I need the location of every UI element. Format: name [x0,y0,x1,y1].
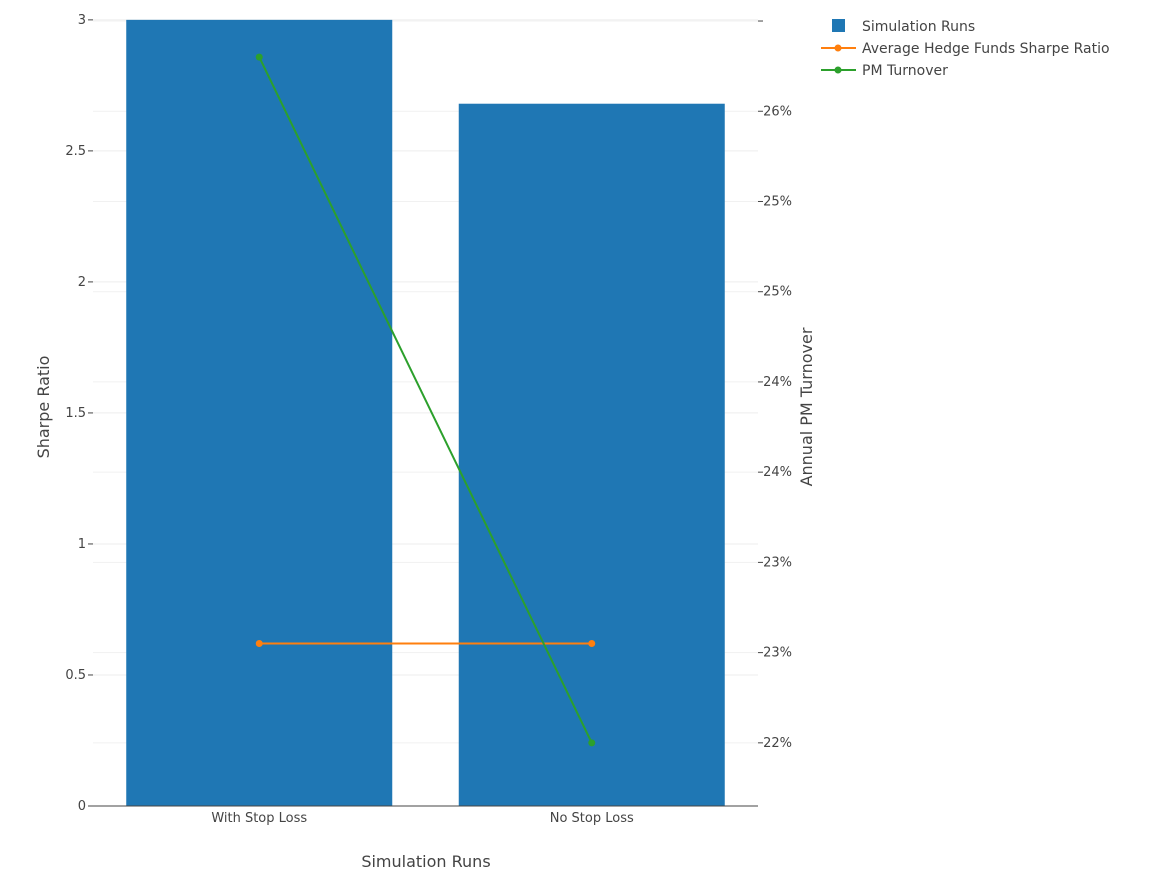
point-pm-turnover [255,53,263,61]
x-axis-title: Simulation Runs [361,852,490,871]
point-average-hedge-funds-sharpe-ratio [255,640,263,648]
legend[interactable]: Simulation Runs Average Hedge Funds Shar… [821,19,1110,79]
legend-item-simulation-runs[interactable]: Simulation Runs [832,19,975,35]
y-tick-label: 1 [78,537,86,552]
legend-item-pm-turnover[interactable]: PM Turnover [821,63,948,79]
y2-axis-title: Annual PM Turnover [797,327,816,486]
x-tick-labels: With Stop Loss No Stop Loss [211,811,634,826]
line-series [255,53,596,747]
point-average-hedge-funds-sharpe-ratio [588,640,596,648]
y2-tick-label: 25% [763,194,792,209]
y2-tick-label: 25% [763,285,792,300]
y2-tick-label: 24% [763,375,792,390]
y2-tick-label: 22% [763,736,792,751]
bar-no-stop-loss [458,103,725,806]
y-tick-label: 0.5 [65,668,86,683]
legend-item-average-hedge-funds-sharpe-ratio[interactable]: Average Hedge Funds Sharpe Ratio [821,41,1110,57]
y-tick-label: 2 [78,275,86,290]
left-tick-labels: 0 0.5 1 1.5 2 2.5 3 [65,13,93,814]
legend-swatch-marker [834,44,842,52]
bar-with-stop-loss [126,19,393,806]
y2-tick-label: 26% [763,104,792,119]
y-axis-title: Sharpe Ratio [34,356,53,459]
legend-label: PM Turnover [862,63,948,79]
y-tick-label: 1.5 [65,406,86,421]
y-tick-label: 0 [78,799,86,814]
legend-swatch-bar [832,19,845,32]
line-pm-turnover [258,56,593,744]
legend-swatch-marker [834,66,842,74]
legend-label: Average Hedge Funds Sharpe Ratio [862,41,1110,57]
legend-label: Simulation Runs [862,19,975,35]
x-tick-label: No Stop Loss [550,811,634,826]
y2-tick-label: 23% [763,555,792,570]
point-pm-turnover [588,739,596,747]
y-tick-label: 2.5 [65,144,86,159]
bars [126,19,725,806]
y2-tick-label: 23% [763,646,792,661]
y2-tick-label: 24% [763,465,792,480]
right-tick-labels: 22% 23% 23% 24% 24% 25% 25% 26% [758,20,792,751]
y-tick-label: 3 [78,13,86,28]
x-tick-label: With Stop Loss [211,811,307,826]
